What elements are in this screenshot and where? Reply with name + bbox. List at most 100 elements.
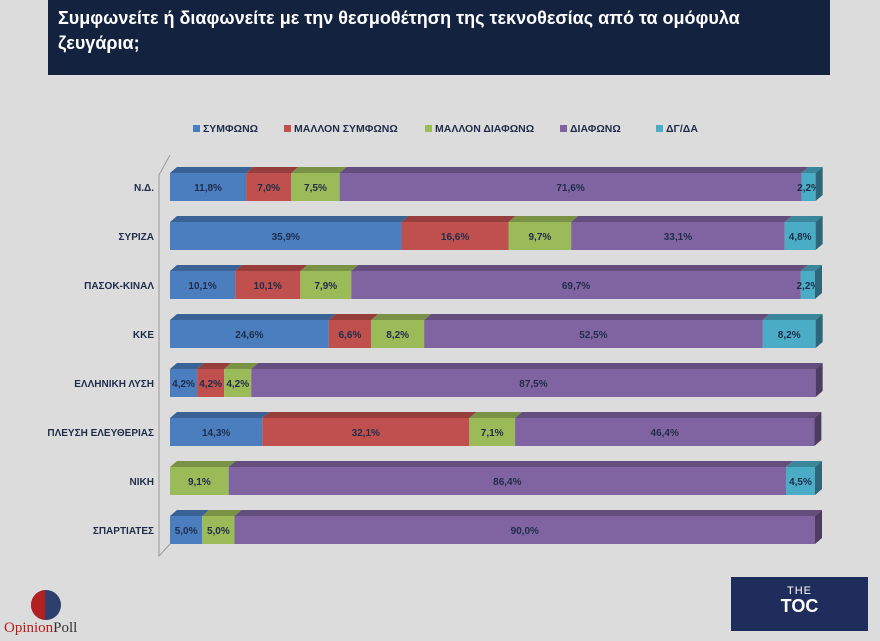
bar-top [762,314,823,320]
bar-top [800,265,822,271]
bar [469,418,516,446]
bar [515,418,815,446]
data-label: 14,3% [202,428,230,439]
bar [800,271,815,299]
data-label: 7,5% [304,183,327,194]
bar [328,320,372,348]
category-label: ΚΚΕ [133,330,154,341]
bar-segment: 10,1% [235,265,308,299]
bar-segment: 90,0% [234,510,822,544]
data-label: 7,0% [257,183,280,194]
bar-top [424,314,770,320]
data-label: 16,6% [441,232,469,243]
bar [371,320,425,348]
bar-segment: 4,8% [784,216,823,250]
data-label: 2,2% [797,183,820,194]
data-label: 7,9% [314,281,337,292]
data-label: 10,1% [188,281,216,292]
bar-segment: 2,2% [797,265,822,299]
bar-segment: 9,1% [170,461,236,495]
bar-top [262,412,477,418]
opinionpoll-logo-icon [31,590,61,620]
data-label: 46,4% [651,428,679,439]
opinionpoll-logo: OpinionPoll [4,588,94,638]
bar-top [246,167,299,173]
bar [785,467,815,495]
legend-label: ΣΥΜΦΩΝΩ [203,123,258,135]
bar [246,173,292,201]
data-label: 33,1% [664,232,692,243]
bar-segment: 6,6% [328,314,379,348]
bar-segment: 5,0% [202,510,242,544]
category-label: ΠΛΕΥΣΗ ΕΛΕΥΘΕΡΙΑΣ [47,428,154,439]
bar [170,271,236,299]
data-label: 4,8% [789,232,812,243]
bar [801,173,816,201]
data-label: 35,9% [272,232,300,243]
bar-segment: 2,2% [797,167,823,201]
bar-segment: 4,2% [170,363,205,397]
bar [424,320,763,348]
bar [170,369,198,397]
bar [170,173,247,201]
bar-top [234,510,822,516]
bar-segment: 86,4% [228,461,793,495]
data-label: 11,8% [194,183,222,194]
bar-top [251,363,823,369]
bar [170,320,329,348]
bar-side [815,216,823,250]
thetoc-logo-the: THE [787,585,812,597]
bar-segment: 46,4% [515,412,822,446]
bar-segment: 11,8% [170,167,254,201]
bar-segment: 69,7% [351,265,808,299]
data-label: 32,1% [352,428,380,439]
bar-segment: 4,2% [197,363,232,397]
data-label: 10,1% [254,281,282,292]
bar-top [785,461,822,467]
bar-top [300,265,359,271]
legend-swatch [284,125,291,132]
chart-title: Συμφωνείτε ή διαφωνείτε με την θεσμοθέτη… [58,8,740,53]
bar [262,418,470,446]
bar-top [170,412,270,418]
bar-segment: 32,1% [262,412,477,446]
bar-top [202,510,242,516]
bar-segment: 71,6% [339,167,809,201]
bar-segment: 14,3% [170,412,270,446]
bar-top [170,510,210,516]
legend-swatch [560,125,567,132]
bar [228,467,786,495]
title-bar: Συμφωνείτε ή διαφωνείτε με την θεσμοθέτη… [48,0,830,75]
bar-top [228,461,793,467]
data-label: 4,2% [226,379,249,390]
bar [170,516,203,544]
bar-top [508,216,579,222]
category-label: ΕΛΛΗΝΙΚΗ ΛΥΣΗ [74,379,154,390]
data-label: 5,0% [207,526,230,537]
bar-top [371,314,432,320]
bar-top [351,265,808,271]
category-label: ΝΙΚΗ [130,477,154,488]
bar-top [801,167,823,173]
bar-segment: 33,1% [571,216,792,250]
bar-segment: 7,5% [291,167,347,201]
bar-segment: 7,1% [469,412,523,446]
data-label: 2,2% [797,281,820,292]
bar-top [170,265,243,271]
bar-top [235,265,308,271]
bar-top [339,167,809,173]
data-label: 90,0% [511,526,539,537]
bar-top [328,314,379,320]
legend-swatch [425,125,432,132]
category-label: ΠΑΣΟΚ-ΚΙΝΑΛ [84,281,154,292]
category-label: ΣΥΡΙΖΑ [119,232,154,243]
bar [224,369,252,397]
bar-segment: 5,0% [170,510,210,544]
bar-segment: 8,2% [371,314,432,348]
data-label: 24,6% [235,330,263,341]
bar [170,418,263,446]
bar [251,369,816,397]
bar-side [815,510,822,544]
bar-segment: 7,9% [300,265,359,299]
